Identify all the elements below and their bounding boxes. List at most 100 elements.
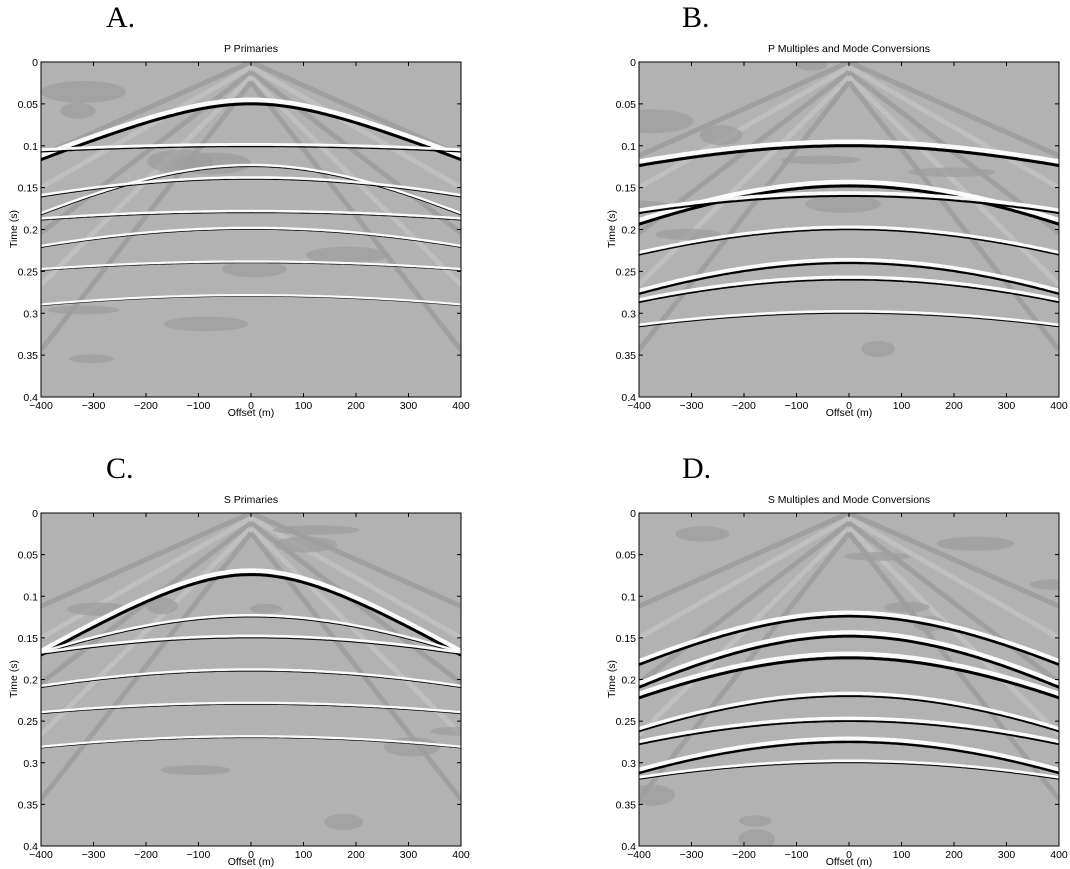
y-tick-label: 0 <box>630 57 636 69</box>
reflection-event <box>41 146 461 153</box>
x-tick-label: 300 <box>998 849 1016 861</box>
x-tick-label: 100 <box>295 400 313 412</box>
y-tick-label: 0.3 <box>23 758 38 770</box>
reflection-event <box>639 228 1059 256</box>
gather-shadow <box>936 536 1015 551</box>
gather-shadow <box>639 784 675 806</box>
reflection-event <box>639 261 1059 295</box>
y-tick-label: 0.25 <box>18 716 39 728</box>
x-tick-label: 200 <box>945 849 963 861</box>
gather-shadow <box>805 195 881 213</box>
x-tick-label: 100 <box>893 849 911 861</box>
reflection-event <box>41 102 461 162</box>
direct-wave-band <box>847 80 1059 352</box>
reflection-event <box>41 670 461 688</box>
x-axis-label-c: Offset (m) <box>228 856 274 868</box>
y-tick-label: 0.1 <box>23 591 38 603</box>
plot-background <box>639 513 1059 846</box>
reflection-event <box>41 737 461 749</box>
reflection-event <box>41 262 461 271</box>
y-tick-label: 0.4 <box>621 841 636 853</box>
x-tick-label: 0 <box>846 849 852 861</box>
panel-letter-d: D. <box>682 452 711 485</box>
x-tick-label: −200 <box>134 849 158 861</box>
gather-shadow <box>60 102 96 119</box>
gather-shadow <box>675 526 730 542</box>
panel-letter-b: B. <box>682 1 710 34</box>
y-axis-label-a: Time (s) <box>8 210 20 248</box>
x-tick-label: −100 <box>187 400 211 412</box>
direct-wave-band <box>41 62 253 159</box>
panel-d: D. S Multiples and Mode Conversions −400… <box>606 452 1068 868</box>
reflection-event <box>639 614 1059 666</box>
y-tick-label: 0.35 <box>18 799 39 811</box>
direct-wave-band <box>639 64 851 190</box>
plot-area-d <box>639 513 1059 846</box>
panel-b: B. P Multiples and Mode Conversions −400… <box>606 1 1068 419</box>
direct-wave-band <box>249 526 461 737</box>
x-axis-label-b: Offset (m) <box>826 407 872 419</box>
x-tick-label: −400 <box>29 849 53 861</box>
y-tick-label: 0.1 <box>621 141 636 153</box>
y-tick-label: 0.35 <box>616 350 637 362</box>
direct-wave-band <box>249 70 461 235</box>
y-tick-label: 0.3 <box>621 758 636 770</box>
x-tick-label: 0 <box>248 400 254 412</box>
x-tick-label: 300 <box>400 849 418 861</box>
panel-title-c: S Primaries <box>224 494 278 506</box>
x-tick-label: 200 <box>347 400 365 412</box>
reflection-event-halo <box>41 294 461 306</box>
y-tick-label: 0.25 <box>18 266 39 278</box>
x-tick-label: 300 <box>998 400 1016 412</box>
x-tick-label: 300 <box>400 400 418 412</box>
reflection-event-halo <box>41 568 461 654</box>
reflection-event <box>41 296 461 307</box>
direct-wave-band <box>639 75 851 287</box>
y-axis-label-c: Time (s) <box>8 660 20 698</box>
gather-shadow <box>639 109 694 134</box>
reflection-event-halo <box>41 613 461 654</box>
direct-wave-band <box>41 80 253 352</box>
direct-wave-band <box>639 62 851 159</box>
direct-wave-band <box>847 515 1059 641</box>
panel-letter-a: A. <box>106 1 135 34</box>
direct-wave-band <box>41 64 253 190</box>
y-axis-label-d: Time (s) <box>606 660 618 698</box>
x-tick-label: −300 <box>680 849 704 861</box>
x-tick-label: 400 <box>452 849 470 861</box>
reflection-event-halo <box>639 139 1059 164</box>
y-tick-label: 0.3 <box>621 308 636 320</box>
gather-shadow <box>146 597 178 615</box>
reflection-event <box>41 616 461 655</box>
direct-wave-band <box>41 513 253 609</box>
y-tick-label: 0.2 <box>23 225 38 237</box>
direct-wave-band <box>249 64 461 190</box>
gather-shadow <box>163 316 249 332</box>
gather-shadow <box>655 228 722 240</box>
y-tick-label: 0 <box>32 508 38 520</box>
gather-shadow <box>324 813 364 831</box>
gather-shadow <box>249 603 283 614</box>
x-tick-label: 400 <box>1050 849 1068 861</box>
gather-shadow <box>699 125 743 146</box>
direct-wave-band <box>639 521 851 685</box>
direct-wave-band <box>639 515 851 641</box>
x-tick-label: 0 <box>846 400 852 412</box>
y-ticks-b: 0 0.05 0.1 0.15 0.2 0.25 0.3 0.35 0.4 <box>616 57 1059 404</box>
x-ticks-b: −400 −300 −200 −100 0 100 200 300 400 <box>627 62 1068 412</box>
y-tick-label: 0.05 <box>616 550 637 562</box>
reflection-event-halo <box>41 97 461 158</box>
direct-wave-band <box>249 80 461 352</box>
reflection-event-halo <box>639 191 1059 212</box>
x-tick-label: −300 <box>82 849 106 861</box>
x-tick-label: −200 <box>134 400 158 412</box>
y-ticks-d: 0 0.05 0.1 0.15 0.2 0.25 0.3 0.35 0.4 <box>616 508 1059 853</box>
y-tick-label: 0.2 <box>621 675 636 687</box>
y-tick-label: 0.15 <box>18 633 39 645</box>
gather-shadow <box>146 149 214 174</box>
gather-shadow <box>907 167 996 177</box>
reflection-event <box>41 704 461 715</box>
reflection-event <box>639 762 1059 780</box>
y-tick-label: 0 <box>630 508 636 520</box>
reflection-event <box>639 720 1059 746</box>
